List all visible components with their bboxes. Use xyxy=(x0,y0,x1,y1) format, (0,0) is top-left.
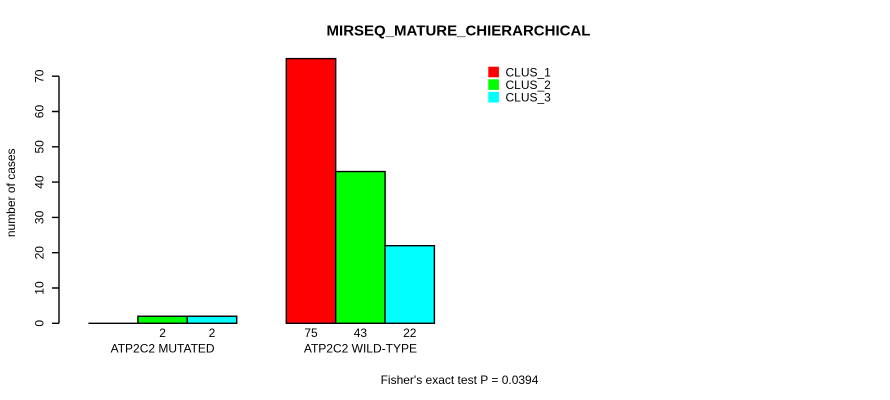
svg-text:20: 20 xyxy=(33,246,47,260)
svg-text:CLUS_3: CLUS_3 xyxy=(506,91,552,105)
svg-text:ATP2C2 MUTATED: ATP2C2 MUTATED xyxy=(111,342,215,356)
svg-text:75: 75 xyxy=(304,326,318,340)
svg-text:40: 40 xyxy=(33,175,47,189)
svg-text:60: 60 xyxy=(33,105,47,119)
svg-text:2: 2 xyxy=(209,326,216,340)
svg-text:43: 43 xyxy=(354,326,368,340)
svg-text:10: 10 xyxy=(33,281,47,295)
svg-text:0: 0 xyxy=(33,320,47,327)
svg-text:ATP2C2 WILD-TYPE: ATP2C2 WILD-TYPE xyxy=(304,342,417,356)
svg-text:30: 30 xyxy=(33,210,47,224)
svg-text:22: 22 xyxy=(403,326,417,340)
svg-text:Fisher's exact test P = 0.0394: Fisher's exact test P = 0.0394 xyxy=(381,373,539,387)
svg-text:MIRSEQ_MATURE_CHIERARCHICAL: MIRSEQ_MATURE_CHIERARCHICAL xyxy=(327,23,591,40)
svg-text:70: 70 xyxy=(33,69,47,83)
svg-text:CLUS_1: CLUS_1 xyxy=(506,65,552,79)
svg-text:50: 50 xyxy=(33,140,47,154)
svg-text:CLUS_2: CLUS_2 xyxy=(506,78,552,92)
svg-text:2: 2 xyxy=(159,326,166,340)
svg-text:number of cases: number of cases xyxy=(4,148,18,237)
